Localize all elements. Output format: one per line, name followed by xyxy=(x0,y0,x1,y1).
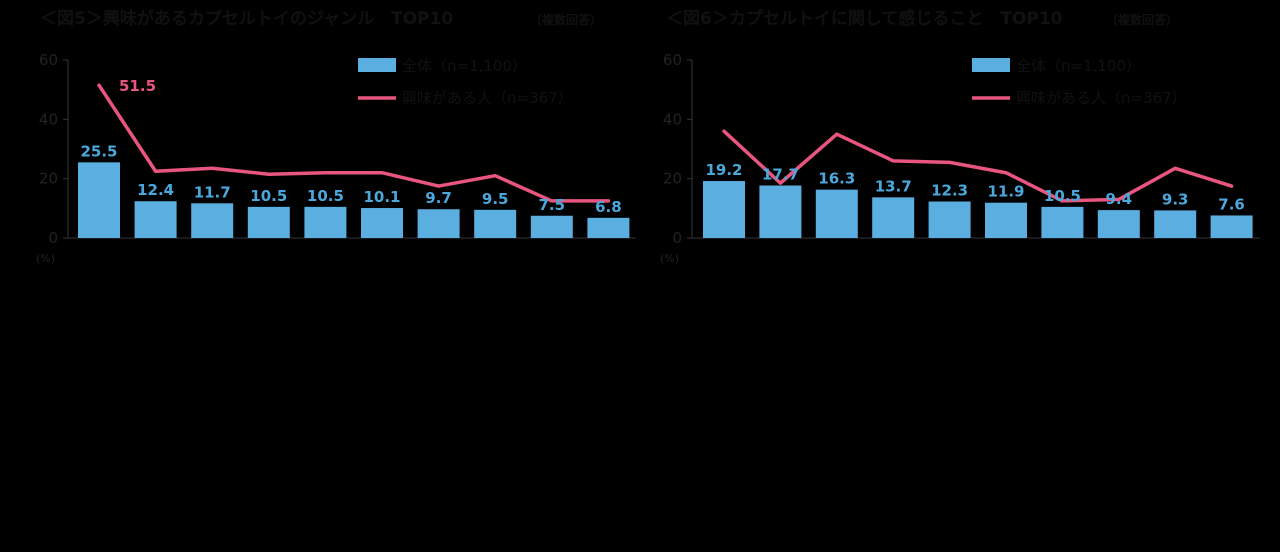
bar xyxy=(361,208,403,238)
line-point xyxy=(437,184,441,188)
bar-data-label: 16.3 xyxy=(818,170,855,188)
line-point xyxy=(323,171,327,175)
line-point xyxy=(380,171,384,175)
line-point xyxy=(210,166,214,170)
bar-data-label: 6.8 xyxy=(595,198,622,216)
line-data-label: 51.5 xyxy=(119,77,156,95)
y-tick-label: 20 xyxy=(663,170,682,188)
bar xyxy=(1210,215,1253,238)
line-point xyxy=(1060,199,1064,203)
line-series xyxy=(722,129,1234,203)
bar-data-label: 10.1 xyxy=(363,188,400,206)
bar xyxy=(928,201,971,238)
legend-label-line: 興味がある人（n=367） xyxy=(402,89,573,107)
line-point xyxy=(606,199,610,203)
bar-data-label: 9.3 xyxy=(1162,190,1189,208)
legend-swatch-bar xyxy=(358,58,396,72)
bar xyxy=(474,209,517,238)
bar-data-label: 10.5 xyxy=(307,187,344,205)
y-tick-label: 0 xyxy=(672,229,682,247)
chart-title: ＜図6＞カプセルトイに関して感じること TOP10 xyxy=(666,8,1063,29)
bar-data-label: 10.5 xyxy=(250,187,287,205)
bar xyxy=(703,181,745,238)
bar-data-label: 12.3 xyxy=(931,182,968,200)
line-series xyxy=(97,83,611,203)
bar xyxy=(815,189,858,238)
legend-swatch-bar xyxy=(972,58,1010,72)
bar xyxy=(1154,210,1197,238)
line-point xyxy=(550,199,554,203)
line-point xyxy=(948,160,952,164)
bar-data-label: 13.7 xyxy=(875,177,912,195)
bar xyxy=(1041,206,1084,238)
bar xyxy=(134,201,177,238)
bar-data-label: 12.4 xyxy=(137,181,174,199)
bar xyxy=(304,206,347,238)
chart-title-note: （複数回答） xyxy=(1106,12,1178,27)
line-point xyxy=(722,129,726,133)
y-tick-label: 40 xyxy=(663,110,682,128)
bar xyxy=(191,203,234,238)
line-point xyxy=(1004,171,1008,175)
bar-data-label: 19.2 xyxy=(705,161,742,179)
bar-data-label: 9.4 xyxy=(1106,190,1133,208)
bar xyxy=(759,185,802,238)
y-tick-label: 60 xyxy=(39,51,58,69)
bar-data-label: 25.5 xyxy=(80,142,117,160)
unit-label: (%) xyxy=(660,252,679,265)
bar-data-label: 11.7 xyxy=(194,183,231,201)
bar-data-label: 11.9 xyxy=(987,183,1024,201)
bar-data-label: 9.5 xyxy=(482,190,509,208)
line-point xyxy=(1230,184,1234,188)
y-tick-label: 20 xyxy=(39,170,58,188)
bar xyxy=(530,215,573,238)
bar xyxy=(985,202,1027,238)
legend-label-bar: 全体（n=1,100） xyxy=(402,57,527,75)
bar-data-label: 7.5 xyxy=(539,196,566,214)
bar-data-label: 17.7 xyxy=(762,165,799,183)
line-point xyxy=(97,83,101,87)
bar xyxy=(587,217,630,238)
unit-label: (%) xyxy=(36,252,55,265)
legend-label-line: 興味がある人（n=367） xyxy=(1016,89,1187,107)
bar-data-label: 9.7 xyxy=(425,189,452,207)
y-tick-label: 0 xyxy=(48,229,58,247)
y-tick-label: 40 xyxy=(39,110,58,128)
bar xyxy=(78,162,120,238)
chart-title-note: （複数回答） xyxy=(530,12,602,27)
line-point xyxy=(154,169,158,173)
line-point xyxy=(267,172,271,176)
bar xyxy=(1097,210,1140,238)
line-point xyxy=(493,174,497,178)
bar-data-label: 7.6 xyxy=(1218,195,1245,213)
bar-data-label: 10.5 xyxy=(1044,187,1081,205)
chart-title: ＜図5＞興味があるカプセルトイのジャンル TOP10 xyxy=(40,8,453,29)
line-point xyxy=(835,132,839,136)
y-tick-label: 60 xyxy=(663,51,682,69)
line-point xyxy=(891,159,895,163)
bar xyxy=(872,197,915,238)
bar xyxy=(417,209,460,238)
line-point xyxy=(1173,166,1177,170)
line-point xyxy=(1117,197,1121,201)
legend-label-bar: 全体（n=1,100） xyxy=(1016,57,1141,75)
line-point xyxy=(778,181,782,185)
bar xyxy=(247,206,290,238)
